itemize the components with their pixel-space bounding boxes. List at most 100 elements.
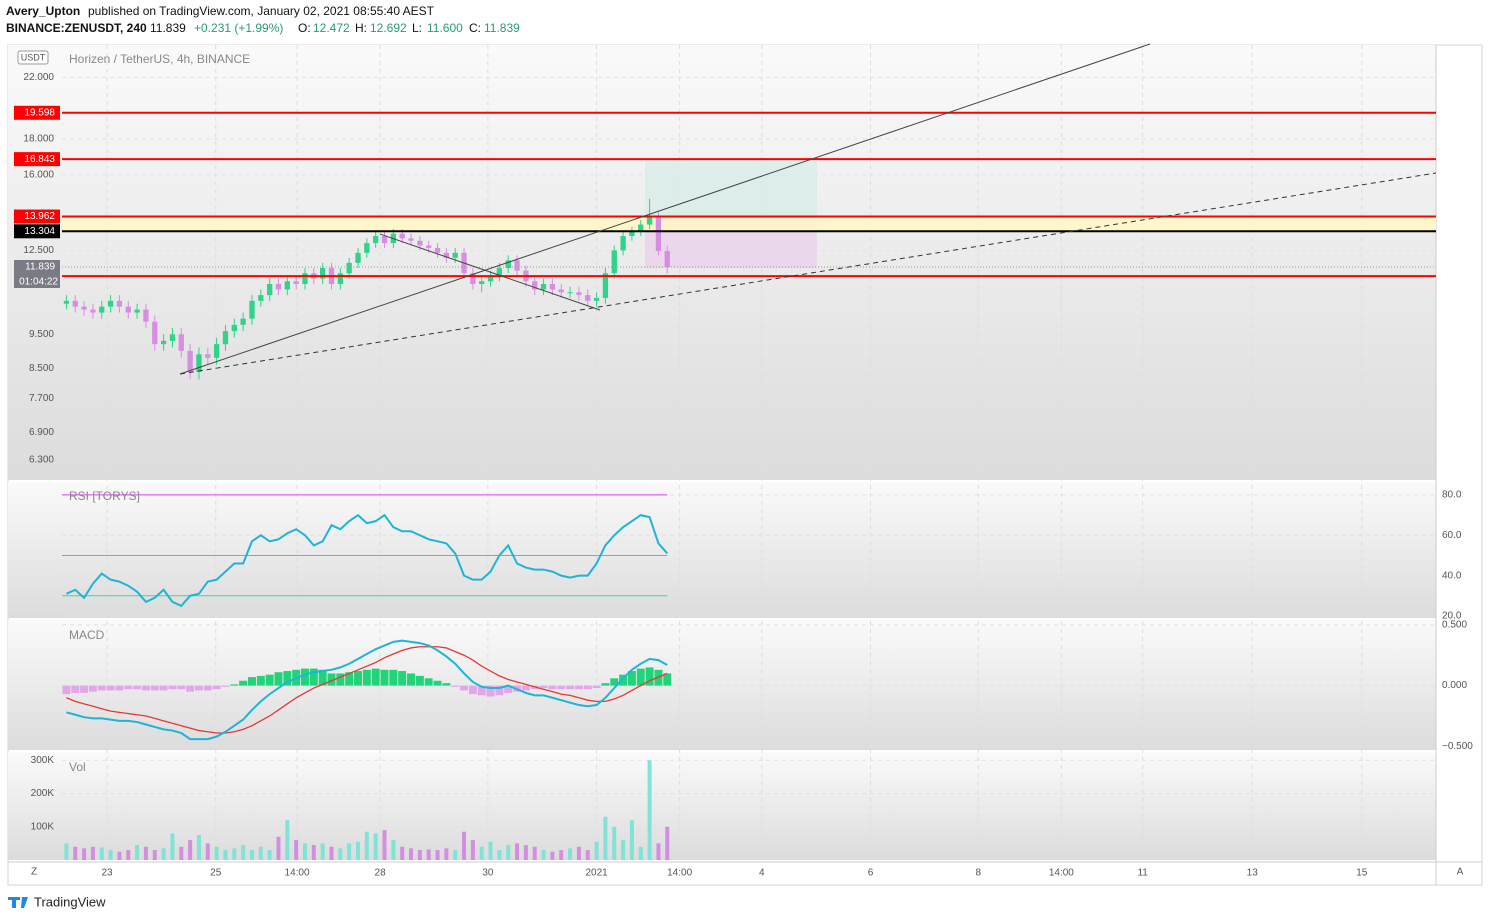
x-tick-label: 14:00 [285,868,310,879]
volume-bar [135,845,140,860]
histogram-bar [415,675,424,686]
histogram-bar [186,685,195,692]
x-tick-label: 23 [102,868,114,879]
candle-body [417,240,423,246]
histogram-bar [627,671,636,686]
candle-body [90,309,96,313]
x-tick-label: 30 [482,868,494,879]
volume-bar [188,840,193,860]
candle-body [107,300,114,307]
histogram-bar [495,685,504,696]
candle-body [496,268,503,276]
volume-bar [417,850,422,860]
volume-bar [285,820,290,860]
x-tick-label: 4 [759,868,765,879]
candle-body [549,283,556,290]
volume-bar [320,843,325,860]
scale-button[interactable]: A [1457,867,1464,878]
volume-bar [462,831,467,860]
volume-bar [665,826,670,860]
histogram-bar [362,669,371,686]
histogram-bar [141,685,150,691]
volume-bar [276,836,281,860]
histogram-bar [407,673,415,686]
histogram-bar [336,673,345,686]
histogram-bar [124,685,133,690]
price-tag-label: 16.843 [24,154,55,165]
histogram-bar [133,685,142,690]
y-tick-label: 60.0 [1442,530,1462,541]
y-tick-label: 6.300 [29,455,54,466]
author: Avery_Upton [6,4,80,18]
volume-bar [541,850,546,860]
histogram-bar [460,685,469,691]
change: +0.231 (+1.99%) [194,21,283,35]
volume-bar [488,841,493,860]
candle-body [196,354,202,372]
volume-bar [603,816,608,860]
candle-body [364,243,370,253]
volume-bar [311,845,316,860]
volume-bar [532,846,537,860]
histogram-bar [62,685,71,695]
histogram-bar [424,678,433,686]
volume-bar [249,850,254,860]
candle-body [275,283,282,290]
candle-body [638,224,644,232]
y-tick-label: 12.500 [23,245,54,256]
y-tick-label: 22.000 [23,72,54,83]
histogram-bar [398,671,407,686]
y-tick-label: 200K [31,788,55,799]
macd-pane [8,620,1436,750]
candle-body [399,233,405,239]
volume-bar [170,833,175,860]
candle-body [426,245,432,248]
histogram-bar [389,669,398,686]
histogram-bar [610,678,619,686]
volume-bar [303,843,307,860]
trend-line [179,43,1151,375]
volume-bar [479,846,484,860]
candle-body [505,260,511,269]
volume-bar [373,833,378,860]
histogram-bar [477,685,486,696]
histogram-bar [265,674,274,686]
rsi-pane [8,482,1436,618]
histogram-bar [230,684,239,686]
candle-body [620,236,626,251]
histogram-bar [71,685,80,693]
volume-bar [559,850,564,860]
rsi-line [66,513,669,608]
volume-bar [179,846,184,860]
volume-bar [258,846,263,860]
volume-bar [347,843,352,860]
volume-title: Vol [69,760,86,774]
volume-bar [515,843,520,860]
histogram-bar [433,680,442,686]
candle-body [470,273,476,284]
histogram-bar [159,685,168,691]
candle-body [479,281,485,284]
y-tick-label: 9.500 [29,329,54,340]
candle-body [81,306,87,310]
candle-body [240,318,246,325]
histogram-bar [203,685,212,691]
candle-body [125,306,131,313]
histogram-bar [574,685,583,690]
scale-button[interactable]: Z [31,867,37,878]
candle-body [266,283,273,296]
candle-body [187,350,193,372]
candle-body [664,251,670,267]
candle-body [169,334,176,341]
volume-bar [409,848,414,860]
y-tick-label: 6.900 [29,427,54,438]
histogram-bar [663,673,672,686]
countdown: 01:04:22 [19,277,58,288]
y-tick-label: 0.000 [1442,680,1467,691]
trend-line-dashed [179,172,1437,375]
ohlc-label: L: [412,21,422,35]
volume-bar [647,760,652,860]
volume-bar [391,840,396,860]
histogram-bar [371,668,380,686]
